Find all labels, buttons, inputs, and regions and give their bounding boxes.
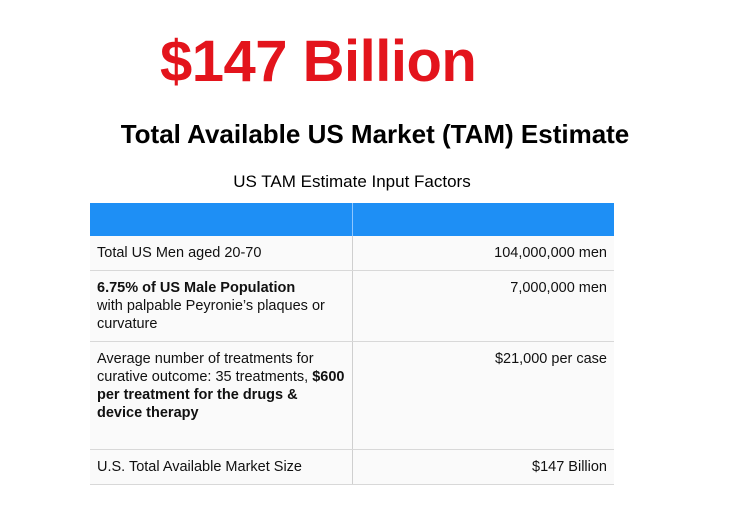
label-cell: Total US Men aged 20-70 (90, 236, 353, 271)
table-row: U.S. Total Available Market Size $147 Bil… (90, 449, 614, 485)
subtitle: Total Available US Market (TAM) Estimate (120, 119, 630, 149)
header-cell (90, 203, 353, 236)
value-cell: $147 Billion (352, 449, 614, 485)
label-text: Total US Men aged 20-70 (97, 245, 262, 261)
header-cell (352, 203, 614, 236)
value-cell: 7,000,000 men (352, 270, 614, 342)
header-row (90, 203, 614, 236)
table: Total US Men aged 20-70 104,000,000 men 6.… (90, 203, 614, 485)
table-row: Average number of treatments for curativ… (90, 341, 614, 450)
label-cell: U.S. Total Available Market Size (90, 449, 353, 485)
label-text: 6.75% of US Male Population (97, 280, 296, 296)
label-text: U.S. Total Available Market Size (97, 459, 302, 475)
label-text: Average number of treatments for curativ… (97, 351, 314, 385)
value-cell: $21,000 per case (352, 341, 614, 450)
value-cell: 104,000,000 men (352, 236, 614, 271)
headline: $147 Billion (160, 29, 477, 94)
label-text: $600 per treatment for the drugs & devic… (97, 369, 345, 421)
table-row: 6.75% of US Male Population with palpabl… (90, 270, 614, 342)
label-cell: 6.75% of US Male Population with palpabl… (90, 270, 353, 342)
table-row: Total US Men aged 20-70 104,000,000 men (90, 236, 614, 271)
label-text: with palpable Peyronie’s plaques or curv… (97, 298, 325, 332)
label-cell: Average number of treatments for curativ… (90, 341, 353, 450)
table-caption: US TAM Estimate Input Factors (233, 172, 471, 191)
